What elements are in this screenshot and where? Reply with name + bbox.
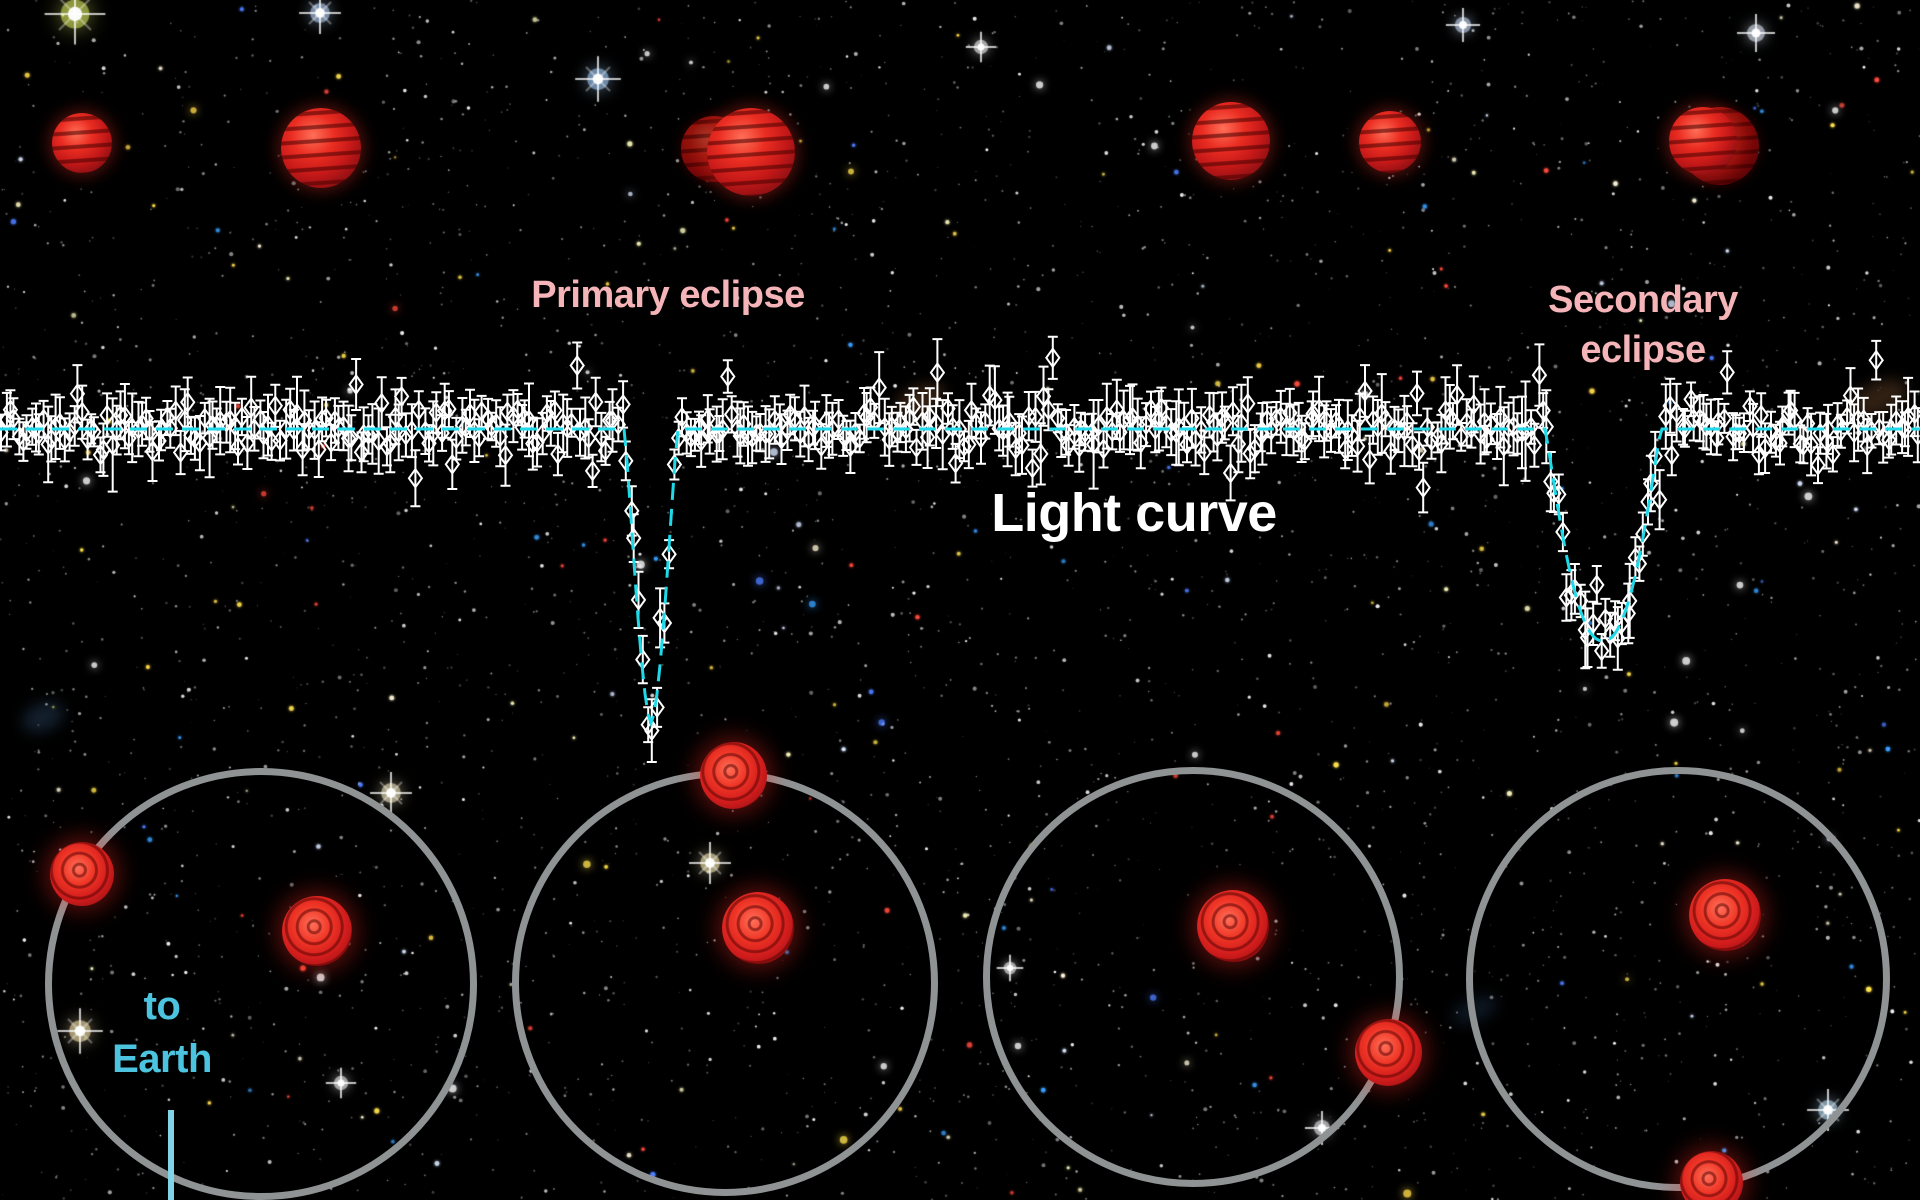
label-primary-eclipse: Primary eclipse — [531, 274, 805, 316]
to-earth-pointer-line — [168, 1110, 174, 1200]
data-point-diamonds — [0, 347, 1920, 742]
label-to-earth: to Earth — [112, 984, 212, 1081]
label-light-curve: Light curve — [991, 483, 1277, 543]
error-bars — [0, 335, 1920, 763]
label-secondary-eclipse: Secondary eclipse — [1548, 279, 1738, 372]
model-curve-dashed — [0, 427, 1920, 728]
